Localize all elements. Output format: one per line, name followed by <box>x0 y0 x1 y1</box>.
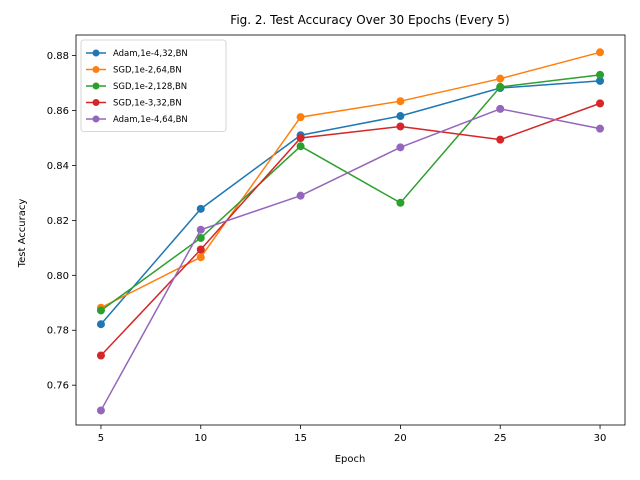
x-tick-label: 20 <box>394 433 407 444</box>
data-point <box>496 104 505 113</box>
data-point <box>96 351 105 360</box>
x-tick-label: 30 <box>594 433 607 444</box>
y-axis-ticks: 0.76 0.78 0.80 0.82 0.84 0.86 0.88 <box>47 51 76 392</box>
data-point <box>396 143 405 152</box>
y-tick-label: 0.80 <box>47 271 69 282</box>
data-point <box>196 245 205 254</box>
data-point <box>296 113 305 122</box>
data-point <box>596 70 605 79</box>
data-point <box>596 99 605 108</box>
chart-title: Fig. 2. Test Accuracy Over 30 Epochs (Ev… <box>230 13 509 27</box>
legend-label: SGD,1e-2,128,BN <box>113 82 187 92</box>
data-point <box>296 191 305 200</box>
y-tick-label: 0.88 <box>47 51 69 62</box>
legend-marker <box>92 115 100 123</box>
data-point <box>196 253 205 262</box>
legend-entry: SGD,1e-2,64,BN <box>86 66 182 76</box>
legend-marker <box>92 82 100 90</box>
data-point <box>496 135 505 144</box>
data-point <box>496 82 505 91</box>
data-point <box>396 122 405 131</box>
plot-frame <box>75 34 626 426</box>
y-tick-label: 0.86 <box>47 106 69 117</box>
legend-entry: SGD,1e-2,128,BN <box>86 82 187 92</box>
x-tick-label: 15 <box>294 433 307 444</box>
x-axis-ticks: 5 10 15 20 25 30 <box>98 425 607 444</box>
legend-label: Adam,1e-4,64,BN <box>113 115 188 125</box>
series-SGD,1e-2,128,BN <box>96 70 605 315</box>
legend-marker <box>92 49 100 57</box>
legend: Adam,1e-4,32,BN SGD,1e-2,64,BN SGD,1e-2,12… <box>80 39 227 132</box>
y-tick-label: 0.76 <box>47 381 69 392</box>
series-line <box>100 51 601 309</box>
legend-entry: SGD,1e-3,32,BN <box>86 99 182 109</box>
series-line <box>100 108 601 411</box>
data-point <box>396 198 405 207</box>
data-point <box>496 74 505 83</box>
data-point <box>396 112 405 121</box>
y-tick-label: 0.84 <box>47 161 69 172</box>
series-SGD,1e-2,64,BN <box>96 48 605 312</box>
x-axis-label: Epoch <box>335 454 366 465</box>
series-layer <box>96 48 605 415</box>
x-tick-label: 25 <box>494 433 507 444</box>
y-tick-label: 0.82 <box>47 216 69 227</box>
series-SGD,1e-3,32,BN <box>96 99 605 360</box>
data-point <box>296 142 305 151</box>
x-tick-label: 10 <box>194 433 207 444</box>
series-line <box>100 74 601 312</box>
data-point <box>596 76 605 85</box>
data-point <box>396 97 405 106</box>
data-point <box>596 124 605 133</box>
data-point <box>196 204 205 213</box>
data-point <box>196 225 205 234</box>
data-point <box>96 306 105 315</box>
legend-marker <box>92 99 100 106</box>
y-tick-label: 0.78 <box>47 326 69 337</box>
x-tick-label: 5 <box>98 433 104 444</box>
series-Adam,1e-4,64,BN <box>96 104 605 415</box>
legend-label: SGD,1e-2,64,BN <box>113 66 182 76</box>
plot-area <box>75 34 626 426</box>
series-line <box>100 80 601 325</box>
legend-label: Adam,1e-4,32,BN <box>113 49 188 59</box>
legend-entry: Adam,1e-4,32,BN <box>86 49 188 59</box>
y-axis-label: Test Accuracy <box>17 199 28 269</box>
data-point <box>296 133 305 142</box>
legend-entry: Adam,1e-4,64,BN <box>86 115 188 125</box>
legend-frame <box>80 39 227 132</box>
legend-label: SGD,1e-3,32,BN <box>113 99 182 109</box>
data-point <box>196 233 205 242</box>
data-point <box>96 406 105 415</box>
legend-marker <box>92 66 100 73</box>
series-line <box>100 102 601 357</box>
data-point <box>596 48 605 57</box>
data-point <box>96 320 105 329</box>
